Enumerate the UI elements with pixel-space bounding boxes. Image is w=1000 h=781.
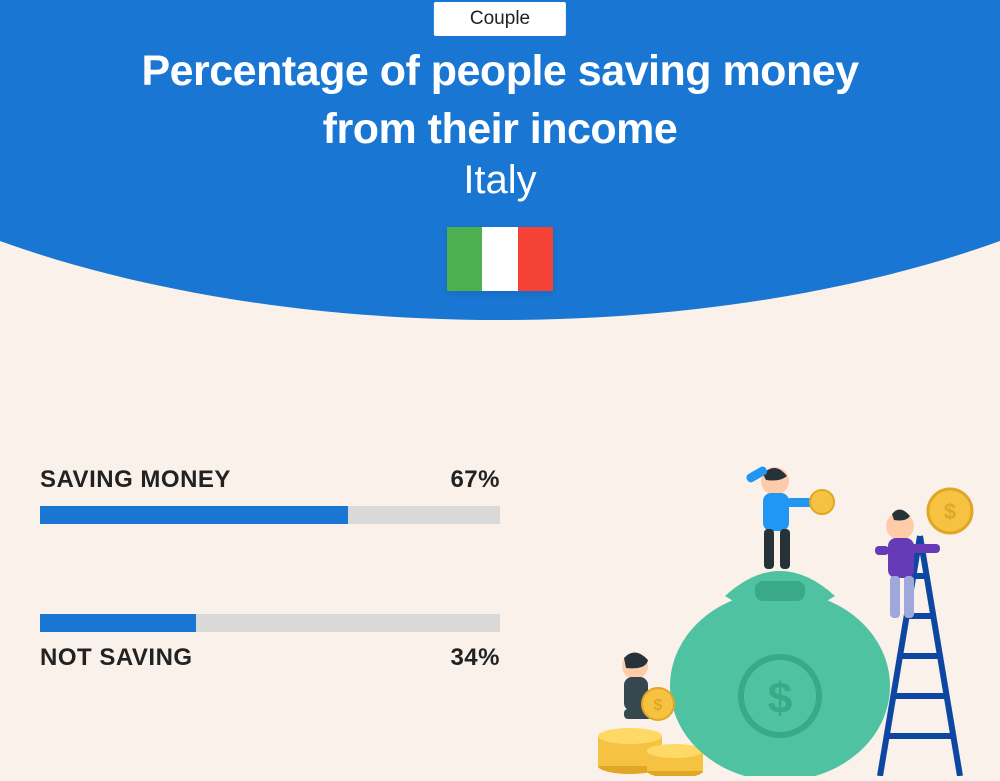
svg-text:$: $ [944, 499, 956, 524]
category-tag: Couple [434, 2, 566, 36]
bars-container: SAVING MONEY 67% NOT SAVING 34% [40, 466, 500, 762]
savings-illustration: $ $ [580, 416, 980, 776]
bar-track [40, 614, 500, 632]
bar-value: 34% [450, 644, 500, 672]
page-title: Percentage of people saving money from t… [0, 42, 1000, 158]
italy-flag-icon [447, 227, 553, 291]
bar-label: SAVING MONEY [40, 466, 231, 494]
flag-stripe-3 [518, 227, 553, 291]
bar-saving-money: SAVING MONEY 67% [40, 466, 500, 524]
bar-fill [40, 614, 196, 632]
svg-text:$: $ [768, 674, 792, 723]
title-line2: from their income [323, 105, 678, 153]
bar-fill [40, 506, 348, 524]
title-line1: Percentage of people saving money [141, 47, 858, 95]
person-sitting-icon: $ [622, 652, 674, 720]
flag-stripe-1 [447, 227, 482, 291]
svg-text:$: $ [654, 697, 663, 714]
bar-track [40, 506, 500, 524]
bar-value: 67% [450, 466, 500, 494]
person-top-icon [745, 465, 834, 569]
flag-stripe-2 [482, 227, 517, 291]
country-name: Italy [0, 158, 1000, 203]
bar-label: NOT SAVING [40, 644, 193, 672]
money-bag-icon: $ [670, 571, 890, 776]
bar-not-saving: NOT SAVING 34% [40, 614, 500, 672]
